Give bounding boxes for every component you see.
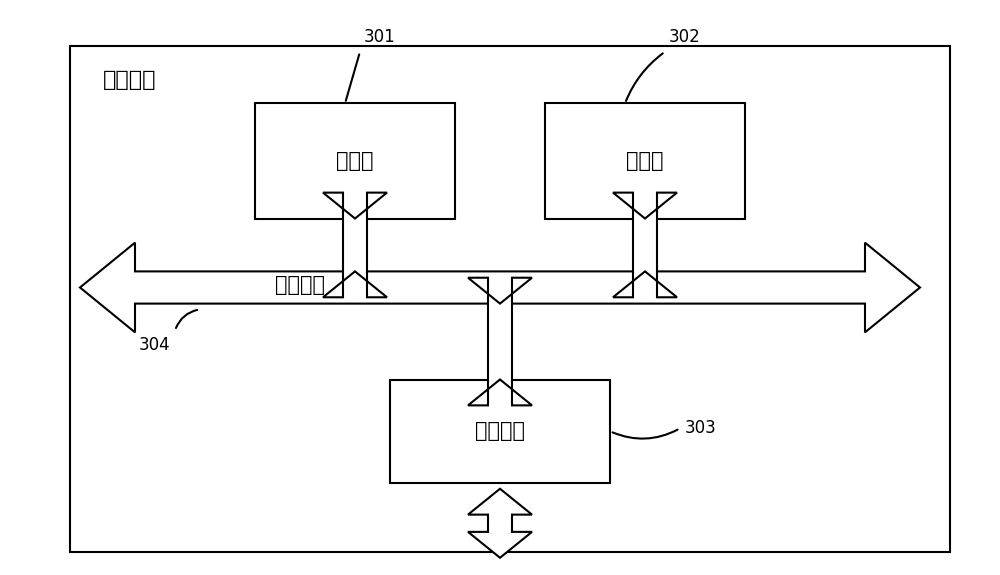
Text: 处理器: 处理器	[336, 151, 374, 171]
Text: 通信总线: 通信总线	[275, 275, 325, 294]
Text: 301: 301	[364, 28, 396, 47]
Text: 存储器: 存储器	[626, 151, 664, 171]
Bar	[255, 104, 455, 218]
Text: 302: 302	[669, 28, 701, 47]
Bar	[70, 46, 950, 552]
Polygon shape	[613, 193, 677, 297]
Text: 304: 304	[139, 336, 171, 354]
Text: 通信接口: 通信接口	[475, 421, 525, 441]
Polygon shape	[468, 278, 532, 405]
Text: 电子设备: 电子设备	[103, 71, 157, 90]
Text: 303: 303	[685, 419, 717, 438]
Polygon shape	[80, 243, 920, 332]
Polygon shape	[323, 193, 387, 297]
Bar	[545, 104, 745, 218]
Polygon shape	[468, 489, 532, 558]
Bar	[390, 380, 610, 483]
